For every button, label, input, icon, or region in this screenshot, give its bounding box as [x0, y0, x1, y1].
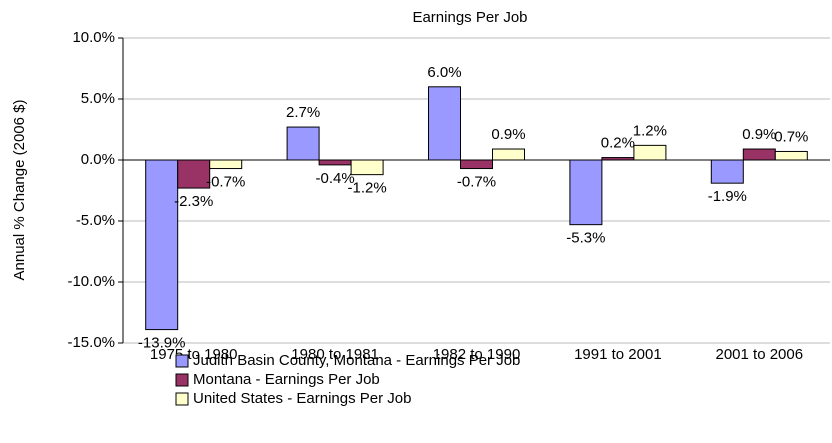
y-axis-label: Annual % Change (2006 $)	[11, 100, 28, 281]
bar	[492, 148, 525, 161]
bar	[710, 159, 744, 184]
bar	[460, 159, 493, 170]
value-label: 0.9%	[742, 126, 776, 143]
x-tick-label: 1982 to 1990	[433, 346, 521, 363]
value-label: 0.7%	[774, 128, 808, 145]
value-label: -2.3%	[174, 193, 213, 210]
bar	[633, 144, 667, 161]
value-label: 0.2%	[601, 135, 635, 152]
legend-swatch	[175, 373, 189, 387]
chart-title: Earnings Per Job	[412, 9, 527, 26]
value-label: -0.7%	[206, 174, 245, 191]
value-label: 1.2%	[633, 122, 667, 139]
y-tick-label: -5.0%	[76, 212, 115, 229]
bar	[145, 159, 179, 331]
value-label: -5.3%	[566, 230, 605, 247]
y-tick-label: -15.0%	[67, 334, 115, 351]
value-label: 0.9%	[491, 126, 525, 143]
bar	[209, 159, 243, 170]
value-label: 2.7%	[286, 104, 320, 121]
bar	[569, 159, 603, 226]
legend-label: United States - Earnings Per Job	[193, 390, 411, 407]
bar	[774, 150, 808, 161]
legend-label: Judith Basin County, Montana - Earnings …	[193, 352, 520, 369]
bar	[318, 159, 352, 166]
bar	[350, 159, 384, 176]
value-label: -13.9%	[138, 335, 186, 352]
y-tick-label: -10.0%	[67, 273, 115, 290]
x-tick-label: 1991 to 2001	[574, 346, 662, 363]
legend-swatch	[175, 354, 189, 368]
bar	[428, 86, 461, 161]
x-tick-label: 2001 to 2006	[716, 346, 804, 363]
value-label: -0.7%	[457, 174, 496, 191]
legend-label: Montana - Earnings Per Job	[193, 371, 380, 388]
x-tick-label: 1975 to 1980	[150, 346, 238, 363]
value-label: -1.2%	[348, 180, 387, 197]
bar	[742, 148, 776, 161]
y-tick-label: 5.0%	[81, 90, 115, 107]
legend-swatch	[175, 392, 189, 406]
value-label: -0.4%	[316, 170, 355, 187]
x-tick-label: 1980 to 1981	[291, 346, 379, 363]
value-label: 6.0%	[427, 64, 461, 81]
y-tick-label: 10.0%	[72, 29, 115, 46]
bar	[601, 157, 635, 161]
value-label: -1.9%	[708, 188, 747, 205]
y-tick-label: 0.0%	[81, 151, 115, 168]
bar	[286, 126, 320, 161]
bar	[177, 159, 211, 189]
